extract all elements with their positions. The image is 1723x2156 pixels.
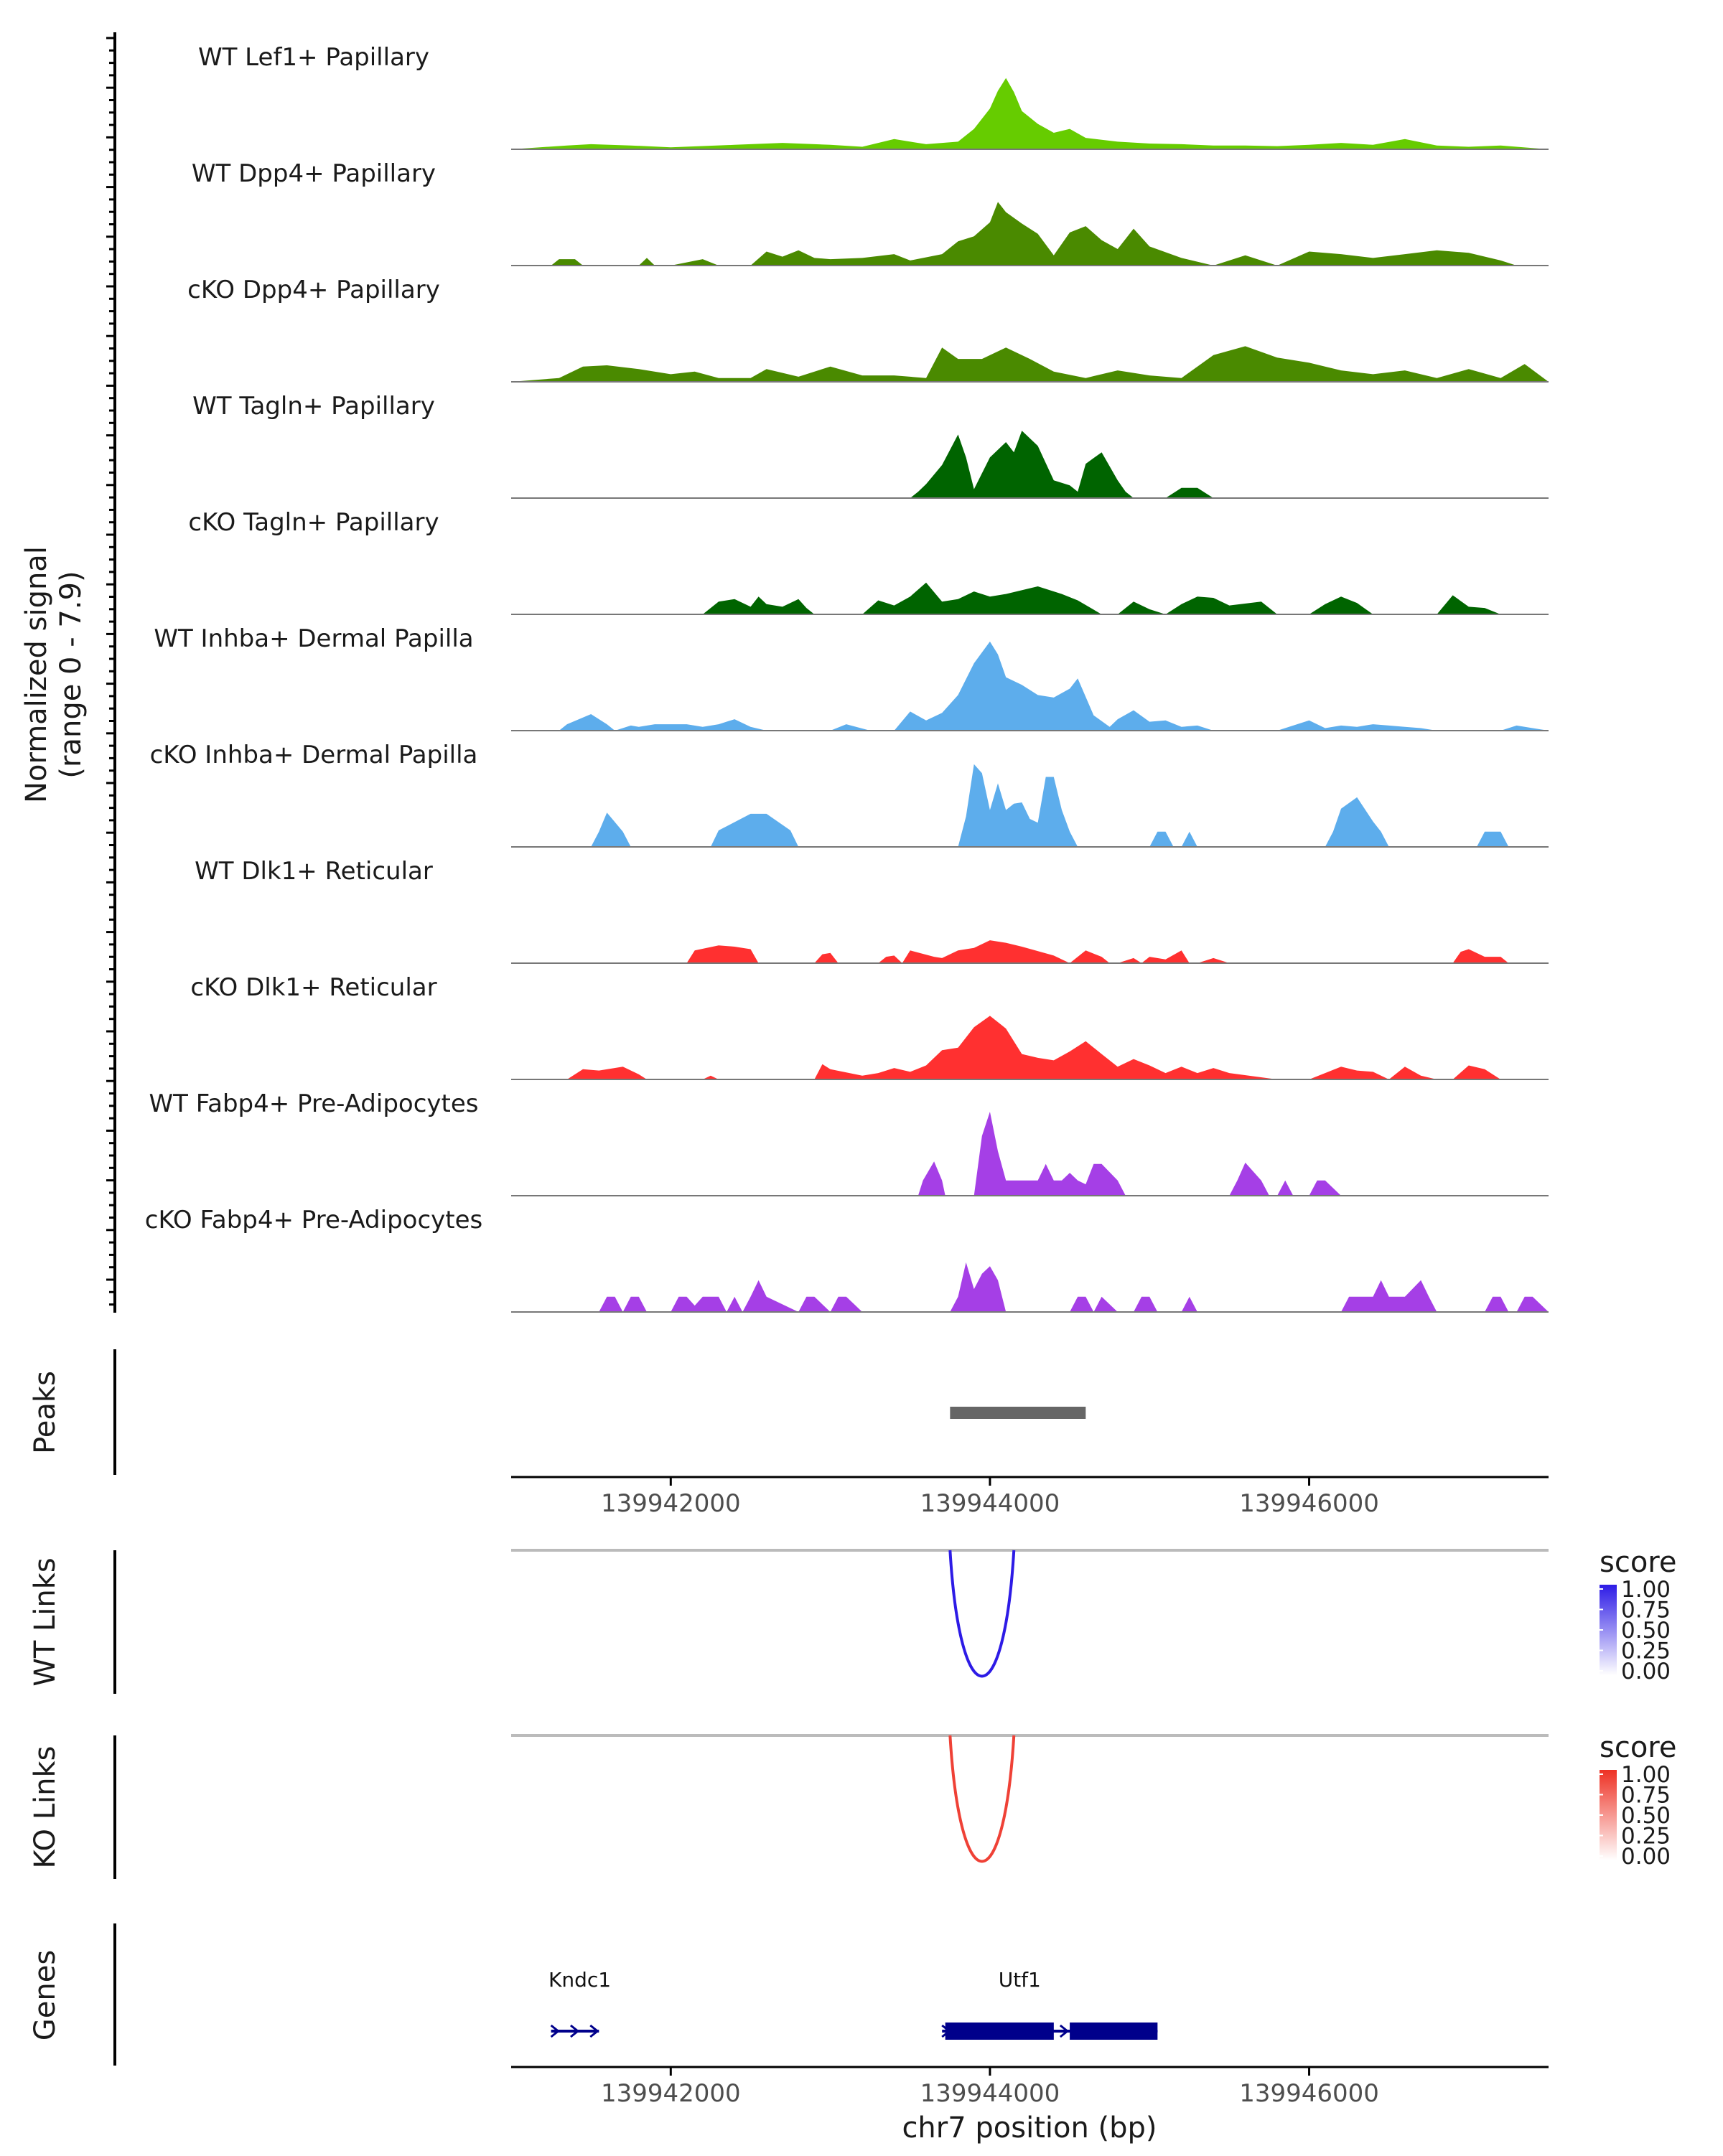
genes-x-ticks: 139942000 139944000 139946000 <box>601 2067 1379 2108</box>
track-label: WT Inhba+ Dermal Papilla <box>154 624 473 653</box>
coverage-track: WT Fabp4+ Pre-Adipocytes <box>149 1089 1549 1196</box>
x-tick-label: 139946000 <box>1239 2079 1379 2108</box>
link-arc <box>948 1735 1016 1863</box>
peaks-x-ticks: 139942000 139944000 139946000 <box>601 1477 1379 1518</box>
exon <box>1070 2023 1158 2040</box>
coverage-y-axis-label: Normalized signal <box>20 546 53 803</box>
coverage-area <box>511 641 1549 731</box>
coverage-area <box>511 1112 1549 1196</box>
link-panel-label: KO Links <box>29 1746 62 1869</box>
peaks-label: Peaks <box>29 1371 62 1454</box>
x-tick-label: 139946000 <box>1239 1489 1379 1518</box>
track-label: cKO Inhba+ Dermal Papilla <box>150 741 478 769</box>
track-label: cKO Dlk1+ Reticular <box>190 973 436 1002</box>
legend-label: 0.75 <box>1621 1783 1671 1809</box>
coverage-track: cKO Dpp4+ Papillary <box>187 276 1549 383</box>
coverage-track: cKO Dlk1+ Reticular <box>190 973 1549 1080</box>
legend-label: 0.00 <box>1621 1844 1671 1870</box>
coverage-area <box>511 1262 1549 1312</box>
coverage-track: WT Tagln+ Papillary <box>192 392 1549 499</box>
legend-label: 0.00 <box>1621 1659 1671 1684</box>
legend-title: score <box>1600 1731 1676 1764</box>
coverage-track: cKO Tagln+ Papillary <box>188 508 1549 615</box>
legend-label: 0.50 <box>1621 1803 1671 1829</box>
coverage-tracks: WT Lef1+ Papillary WT Dpp4+ Papillary cKO … <box>145 43 1549 1313</box>
coverage-area <box>511 202 1549 266</box>
gene-name: Utf1 <box>999 1968 1041 1992</box>
legend-label: 1.00 <box>1621 1577 1671 1603</box>
coverage-track: WT Lef1+ Papillary <box>198 43 1549 150</box>
strand-arrow <box>1059 2024 1070 2038</box>
track-label: cKO Tagln+ Papillary <box>188 508 439 537</box>
genes-label: Genes <box>29 1950 62 2040</box>
coverage-area <box>511 431 1549 498</box>
coverage-y-axis-range: (range 0 - 7.9) <box>55 571 88 778</box>
coverage-area <box>511 346 1549 382</box>
legend-label: 0.25 <box>1621 1824 1671 1850</box>
x-tick-label: 139944000 <box>920 1489 1060 1518</box>
coverage-track: WT Inhba+ Dermal Papilla <box>154 624 1549 731</box>
coverage-y-axis <box>106 32 116 1313</box>
strand-arrow <box>589 2024 599 2038</box>
gene-name: Kndc1 <box>548 1968 611 1992</box>
peak-regions <box>950 1407 1086 1419</box>
x-tick-label: 139944000 <box>920 2079 1060 2108</box>
track-label: WT Fabp4+ Pre-Adipocytes <box>149 1089 479 1118</box>
gene-models: Kndc1 Utf1 <box>548 1968 1158 2040</box>
coverage-track: WT Dpp4+ Papillary <box>192 159 1549 266</box>
link-arc <box>948 1550 1016 1678</box>
strand-arrow <box>550 2024 560 2038</box>
track-label: cKO Dpp4+ Papillary <box>187 276 440 304</box>
coverage-track: WT Dlk1+ Reticular <box>195 857 1549 964</box>
coverage-area <box>511 940 1549 963</box>
track-label: WT Dlk1+ Reticular <box>195 857 433 886</box>
track-label: WT Tagln+ Papillary <box>192 392 435 421</box>
track-label: cKO Fabp4+ Pre-Adipocytes <box>145 1206 483 1234</box>
coverage-area <box>511 78 1549 149</box>
coverage-area <box>511 1016 1549 1079</box>
coverage-track: cKO Inhba+ Dermal Papilla <box>150 741 1549 848</box>
x-tick-label: 139942000 <box>601 2079 741 2108</box>
peak-bar <box>950 1407 1086 1419</box>
x-axis-title: chr7 position (bp) <box>902 2112 1157 2145</box>
x-tick-label: 139942000 <box>601 1489 741 1518</box>
legend-title: score <box>1600 1546 1676 1579</box>
coverage-area <box>511 582 1549 614</box>
coverage-track: cKO Fabp4+ Pre-Adipocytes <box>145 1206 1549 1313</box>
link-panel-label: WT Links <box>29 1557 62 1686</box>
gene: Utf1 <box>941 1968 1158 2040</box>
track-label: WT Lef1+ Papillary <box>198 43 429 72</box>
legend-label: 0.25 <box>1621 1639 1671 1664</box>
strand-arrow <box>569 2024 580 2038</box>
gene: Kndc1 <box>548 1968 611 2038</box>
legend-label: 1.00 <box>1621 1762 1671 1788</box>
legend-label: 0.75 <box>1621 1598 1671 1623</box>
coverage-area <box>511 764 1549 847</box>
track-label: WT Dpp4+ Papillary <box>192 159 436 188</box>
exon <box>945 2023 1054 2040</box>
legend-label: 0.50 <box>1621 1618 1671 1644</box>
